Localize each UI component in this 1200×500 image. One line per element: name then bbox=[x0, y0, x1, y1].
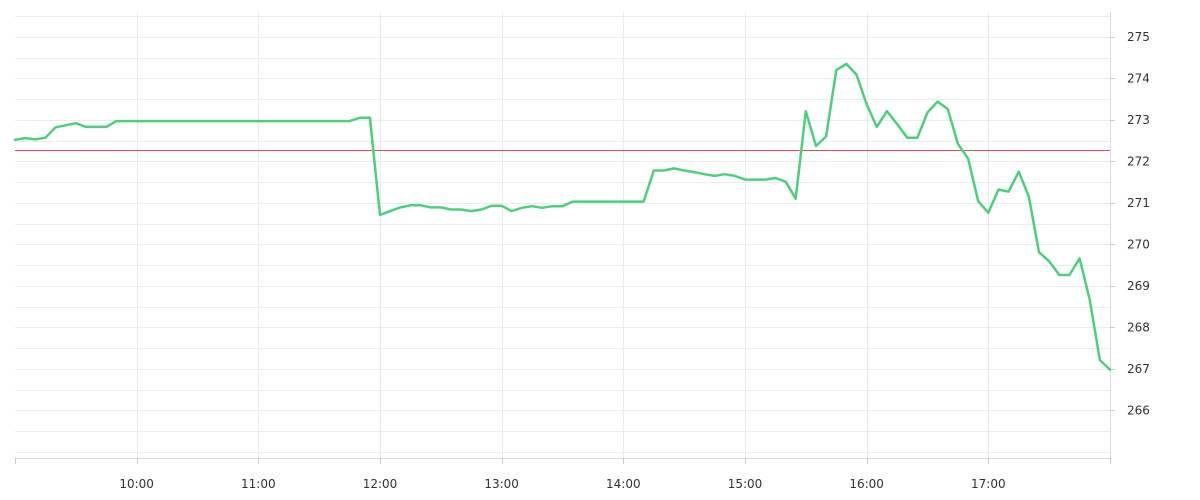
y-tick-label: 274 bbox=[1127, 71, 1150, 85]
tick-labels: 10:00 11:00 12:00 13:00 14:00 15:00 16:00 17:00… bbox=[119, 30, 1150, 491]
y-tick-label: 271 bbox=[1127, 196, 1150, 210]
y-tick-label: 269 bbox=[1127, 279, 1150, 293]
y-tick-label: 275 bbox=[1127, 30, 1150, 44]
x-tick-label: 11:00 bbox=[241, 477, 276, 491]
x-tick-label: 13:00 bbox=[484, 477, 519, 491]
y-tick-label: 270 bbox=[1127, 237, 1150, 251]
y-tick-label: 268 bbox=[1127, 320, 1150, 334]
series-group bbox=[13, 62, 1112, 371]
x-tick-label: 14:00 bbox=[606, 477, 641, 491]
grid-lines bbox=[15, 12, 1110, 458]
y-tick-label: 266 bbox=[1127, 403, 1150, 417]
y-tick-label: 267 bbox=[1127, 362, 1150, 376]
y-tick-label: 272 bbox=[1127, 154, 1150, 168]
axes bbox=[15, 12, 1115, 464]
x-tick-label: 17:00 bbox=[971, 477, 1006, 491]
x-tick-label: 16:00 bbox=[849, 477, 884, 491]
x-tick-label: 10:00 bbox=[119, 477, 154, 491]
y-tick-label: 273 bbox=[1127, 113, 1150, 127]
x-tick-label: 15:00 bbox=[728, 477, 763, 491]
price-series-line bbox=[13, 62, 1112, 371]
x-tick-label: 12:00 bbox=[363, 477, 398, 491]
